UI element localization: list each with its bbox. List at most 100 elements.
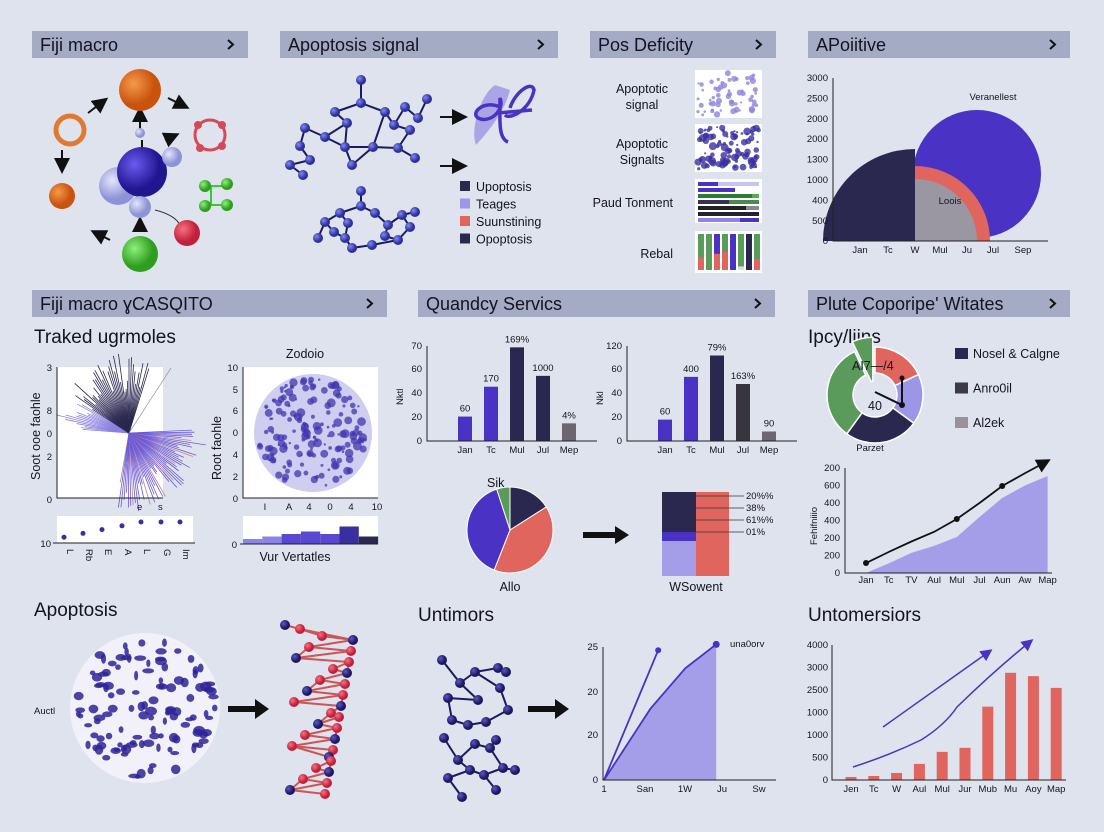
- y-tick: 500: [812, 753, 828, 764]
- cell-blob: [324, 483, 328, 487]
- cell-blob: [749, 77, 757, 85]
- chevron-right-icon[interactable]: [366, 298, 374, 309]
- cell-blob: [125, 741, 138, 748]
- x-tick: Jul: [737, 445, 749, 456]
- chevron-right-icon[interactable]: [1049, 39, 1057, 50]
- bond: [291, 745, 334, 751]
- chevron-right-icon[interactable]: [537, 39, 545, 50]
- cell-blob: [719, 124, 726, 131]
- stack-segment: [696, 492, 729, 576]
- bar-segment: [738, 234, 744, 270]
- panel-header[interactable]: APoiitive: [808, 31, 1070, 58]
- x-tick: Mul: [935, 784, 950, 795]
- cell-blob: [195, 742, 204, 749]
- y-tick: 0: [47, 495, 52, 506]
- cell-blob: [716, 77, 720, 82]
- cell-blob: [724, 70, 731, 77]
- cell-blob: [698, 134, 707, 142]
- cell-blob: [351, 431, 354, 435]
- red-ring: [193, 118, 227, 152]
- cell-blob: [94, 651, 106, 659]
- section-title: Apoptosis: [34, 600, 117, 621]
- y-tick: 0: [233, 428, 238, 439]
- section-title: Untomersiors: [808, 605, 921, 626]
- cell-blob: [115, 654, 127, 661]
- cell-blob: [354, 425, 360, 431]
- x-tick: A: [286, 502, 293, 513]
- cell-blob: [158, 733, 164, 739]
- atom: [291, 653, 301, 663]
- panel-header[interactable]: Fiji macro: [32, 31, 248, 58]
- bar-segment: [698, 194, 752, 198]
- legend-swatch: [955, 417, 968, 428]
- cell-blob: [88, 704, 99, 714]
- fan-line: [128, 432, 178, 488]
- cell-blob: [357, 417, 366, 426]
- x-tick: Mul: [932, 245, 947, 256]
- chevron-right-icon[interactable]: [755, 39, 763, 50]
- pie-slice: [496, 486, 511, 531]
- cell-blob: [148, 763, 157, 769]
- cell-blob: [730, 99, 735, 104]
- panel-header[interactable]: Apoptosis signal: [280, 31, 558, 58]
- chevron-right-icon[interactable]: [1049, 298, 1057, 309]
- legend-item: Upoptosis: [460, 180, 532, 194]
- x-tick: G: [161, 549, 172, 556]
- cell-blob: [341, 450, 345, 453]
- chevron-right-icon[interactable]: [754, 298, 762, 309]
- row-label: Rebal: [640, 247, 673, 261]
- data-label: 1000: [532, 363, 553, 374]
- x-tick: Map: [1047, 784, 1065, 795]
- cell-blob: [310, 447, 313, 451]
- panel-header[interactable]: Fiji macro ɣCASQITO: [32, 290, 387, 317]
- green-atom: [122, 236, 158, 272]
- cell-blob: [753, 147, 760, 153]
- x-tick: Jan: [457, 445, 472, 456]
- cell-blob: [734, 154, 740, 160]
- x-tick: 10: [372, 502, 383, 513]
- atom: [322, 778, 332, 788]
- cell-blob: [754, 165, 758, 169]
- bar-segment: [698, 218, 740, 222]
- cell-blob: [715, 92, 721, 98]
- header-bar: [32, 31, 248, 58]
- cell-blob: [751, 103, 755, 107]
- y-tick: 25: [587, 642, 598, 653]
- cell-blob: [158, 677, 164, 684]
- orange-atom: [119, 69, 161, 111]
- fan-line: [128, 367, 172, 434]
- atom: [332, 723, 342, 733]
- cell-blob: [745, 81, 750, 85]
- cell-blob: [299, 462, 305, 467]
- panel-header[interactable]: Quandcy Servics: [418, 290, 775, 317]
- cell-blob: [701, 113, 705, 117]
- cell-blob: [698, 157, 703, 162]
- cell-blob: [720, 143, 729, 152]
- legend-item: Suunstining: [460, 215, 541, 229]
- red-atom: [174, 220, 200, 246]
- cell-blob: [732, 133, 739, 140]
- y-tick: 20: [587, 730, 598, 741]
- cell-blob: [745, 132, 749, 136]
- pie-label: Sik: [487, 476, 505, 490]
- light-atom: [135, 128, 145, 138]
- cell-blob: [105, 732, 113, 740]
- bar: [684, 376, 698, 441]
- panel-header[interactable]: Pos Deficity: [590, 31, 776, 58]
- bar: [658, 419, 672, 441]
- header-bar: [590, 31, 776, 58]
- atom: [335, 208, 345, 218]
- x-tick: 1W: [678, 784, 692, 795]
- panel-header[interactable]: Plute Coporipe' Witates: [808, 290, 1070, 317]
- atom: [336, 701, 346, 711]
- cell-blob: [697, 167, 701, 171]
- bar-segment: [754, 234, 760, 270]
- cell-blob: [203, 709, 209, 718]
- chevron-right-icon[interactable]: [227, 39, 235, 50]
- donut-segment: [851, 336, 874, 383]
- molecule-diagram: [49, 69, 233, 272]
- atom: [463, 720, 473, 730]
- cell-blob: [713, 111, 721, 118]
- cell-blob: [107, 692, 115, 699]
- header-bar: [808, 290, 1070, 317]
